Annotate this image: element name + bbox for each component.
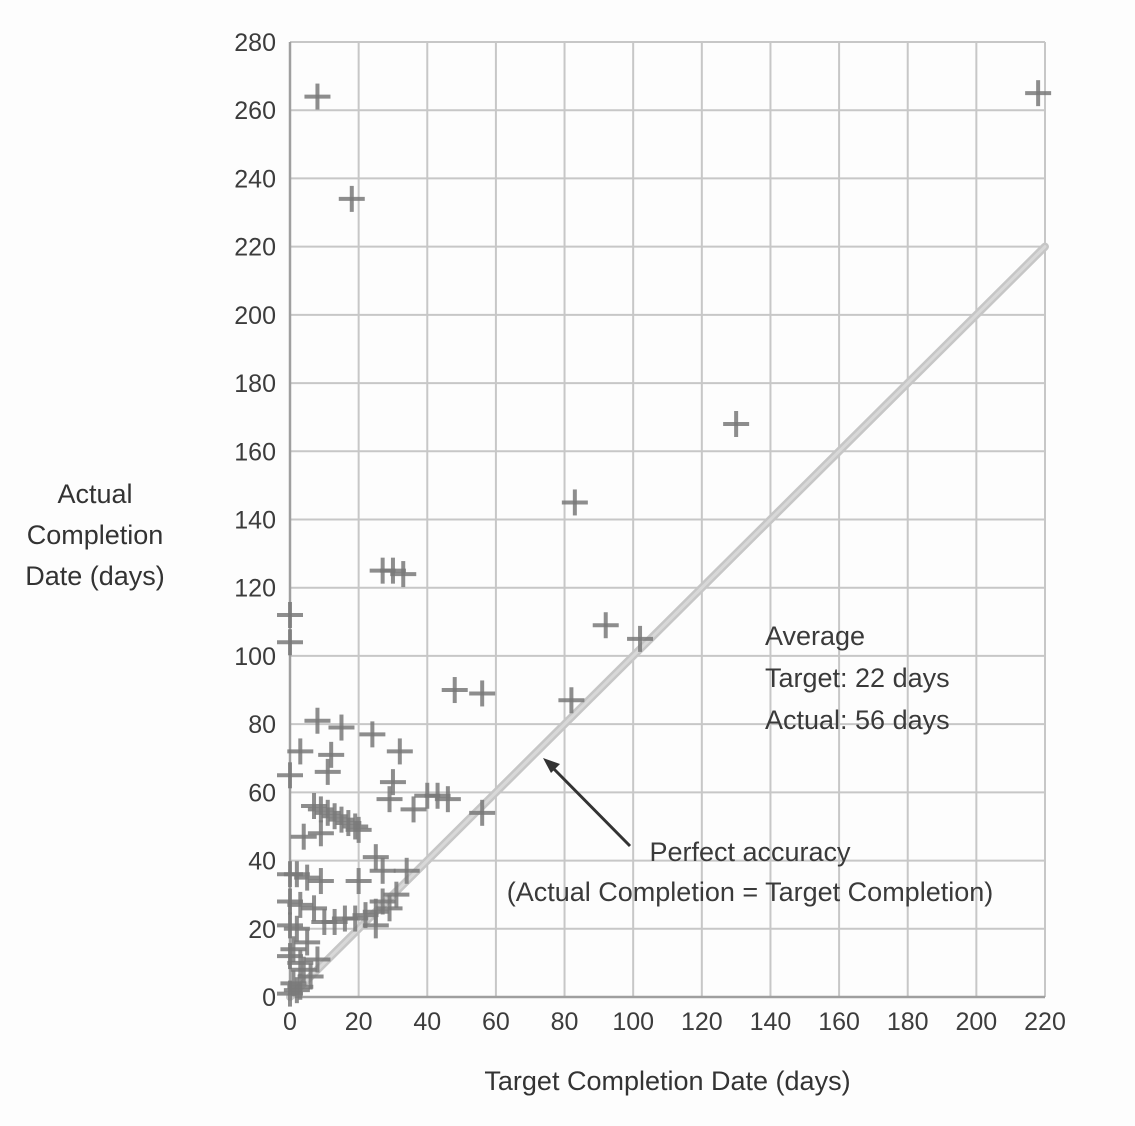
x-tick-label: 160 bbox=[818, 1008, 860, 1036]
y-tick-label: 160 bbox=[234, 438, 276, 466]
y-tick-label: 120 bbox=[234, 575, 276, 603]
y-tick-label: 240 bbox=[234, 165, 276, 193]
x-tick-label: 120 bbox=[681, 1008, 723, 1036]
x-tick-label: 200 bbox=[956, 1008, 998, 1036]
y-axis-title: Actual Completion Date (days) bbox=[0, 474, 190, 597]
y-tick-label: 80 bbox=[248, 711, 276, 739]
y-tick-label: 220 bbox=[234, 234, 276, 262]
x-tick-label: 0 bbox=[283, 1008, 297, 1036]
y-tick-label: 20 bbox=[248, 916, 276, 944]
x-axis-title: Target Completion Date (days) bbox=[484, 1066, 851, 1096]
x-tick-label: 20 bbox=[345, 1008, 373, 1036]
y-tick-label: 140 bbox=[234, 507, 276, 535]
x-tick-label: 220 bbox=[1024, 1008, 1066, 1036]
y-tick-label: 40 bbox=[248, 848, 276, 876]
perfect-accuracy-label-line2: (Actual Completion = Target Completion) bbox=[506, 877, 994, 907]
x-tick-label: 60 bbox=[482, 1008, 510, 1036]
y-tick-label: 180 bbox=[234, 370, 276, 398]
average-annotation-line2: Target: 22 days bbox=[765, 663, 950, 693]
y-tick-label: 100 bbox=[234, 643, 276, 671]
y-tick-label: 200 bbox=[234, 302, 276, 330]
x-tick-label: 40 bbox=[413, 1008, 441, 1036]
y-tick-label: 0 bbox=[262, 984, 276, 1012]
annotation-arrow-head bbox=[543, 758, 560, 773]
average-annotation-line3: Actual: 56 days bbox=[765, 705, 950, 735]
average-annotation-line1: Average bbox=[765, 621, 866, 651]
annotation-arrow-shaft bbox=[549, 764, 632, 848]
perfect-accuracy-label: Perfect accuracy (Actual Completion = Ta… bbox=[420, 832, 1080, 912]
y-tick-label: 280 bbox=[234, 29, 276, 57]
y-tick-label: 260 bbox=[234, 97, 276, 125]
x-tick-label: 180 bbox=[887, 1008, 929, 1036]
y-tick-label: 60 bbox=[248, 779, 276, 807]
x-tick-label: 80 bbox=[551, 1008, 579, 1036]
perfect-accuracy-label-line1: Perfect accuracy bbox=[649, 837, 851, 867]
x-tick-label: 100 bbox=[612, 1008, 654, 1036]
y-axis-title-line3: Date (days) bbox=[25, 561, 165, 591]
average-annotation: Average Target: 22 days Actual: 56 days bbox=[765, 615, 950, 741]
x-tick-label: 140 bbox=[750, 1008, 792, 1036]
y-axis-title-line1: Actual bbox=[57, 479, 133, 509]
y-axis-title-line2: Completion bbox=[26, 520, 164, 550]
